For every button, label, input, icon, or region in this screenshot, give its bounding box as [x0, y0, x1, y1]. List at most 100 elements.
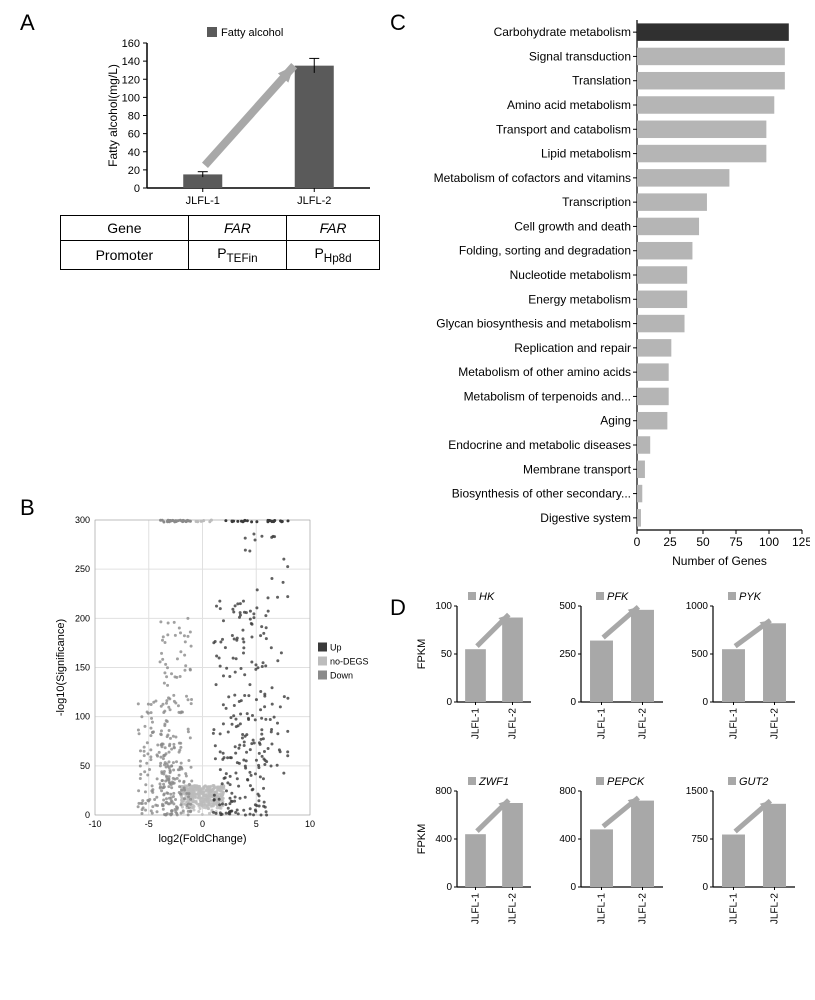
panel-c: 0255075100125Number of GenesCarbohydrate…	[415, 15, 810, 570]
svg-text:60: 60	[128, 129, 140, 141]
svg-text:-10: -10	[88, 819, 101, 829]
table-row-head: Promoter	[61, 241, 189, 270]
svg-text:100: 100	[759, 535, 779, 549]
svg-text:Biosynthesis of other secondar: Biosynthesis of other secondary...	[452, 487, 631, 501]
svg-text:200: 200	[75, 613, 90, 623]
svg-text:JLFL-1: JLFL-1	[597, 893, 608, 925]
svg-text:Glycan biosynthesis and metabo: Glycan biosynthesis and metabolism	[436, 317, 631, 331]
svg-text:50: 50	[80, 761, 90, 771]
table-row-head: Gene	[61, 216, 189, 241]
svg-text:0: 0	[570, 882, 576, 893]
fpkm-mini-pfk: 0250500JLFL-1JLFL-2PFK	[547, 590, 667, 760]
svg-text:160: 160	[122, 38, 140, 50]
svg-text:Amino acid metabolism: Amino acid metabolism	[507, 98, 631, 112]
svg-text:0: 0	[634, 535, 641, 549]
svg-text:Folding, sorting and degradati: Folding, sorting and degradation	[459, 244, 631, 258]
svg-text:0: 0	[446, 882, 452, 893]
svg-text:100: 100	[435, 601, 452, 612]
svg-text:Digestive system: Digestive system	[540, 511, 631, 525]
fpkm-mini-pyk: 0 500 1000 JLFL-1 JLFL-2 PYK	[679, 590, 799, 760]
volcano-plot: 050100150200250300-10-50510log2(FoldChan…	[50, 510, 380, 850]
svg-text:Nucleotide metabolism: Nucleotide metabolism	[510, 268, 631, 282]
svg-text:Transport and catabolism: Transport and catabolism	[496, 122, 631, 136]
panel-label-b: B	[20, 495, 35, 521]
svg-text:-5: -5	[145, 819, 153, 829]
svg-text:1500: 1500	[686, 786, 709, 797]
panel-label-a: A	[20, 10, 35, 36]
svg-text:JLFL-1: JLFL-1	[597, 708, 608, 740]
svg-text:Number of Genes: Number of Genes	[672, 554, 767, 568]
table-cell: PHp8d	[287, 241, 380, 270]
svg-text:ZWF1: ZWF1	[478, 776, 509, 788]
svg-text:Replication and repair: Replication and repair	[514, 341, 631, 355]
svg-text:JLFL-1: JLFL-1	[471, 708, 482, 740]
svg-text:PYK: PYK	[739, 591, 762, 603]
svg-text:500: 500	[691, 649, 708, 660]
svg-text:JLFL-1: JLFL-1	[729, 708, 740, 740]
svg-text:150: 150	[75, 663, 90, 673]
svg-text:800: 800	[559, 786, 576, 797]
svg-text:Metabolism of cofactors and vi: Metabolism of cofactors and vitamins	[434, 171, 631, 185]
svg-text:Membrane transport: Membrane transport	[523, 462, 632, 476]
svg-text:Lipid metabolism: Lipid metabolism	[541, 147, 631, 161]
svg-text:JLFL-2: JLFL-2	[770, 893, 781, 925]
fpkm-mini-zwf1: 0400800JLFL-1JLFL-2ZWF1FPKM	[415, 775, 535, 945]
svg-text:0: 0	[134, 183, 140, 195]
svg-text:JLFL-2: JLFL-2	[638, 708, 649, 740]
svg-text:800: 800	[435, 786, 452, 797]
svg-text:no-DEGS: no-DEGS	[330, 657, 369, 667]
svg-text:Cell growth and death: Cell growth and death	[514, 219, 631, 233]
panel-a-table: GeneFARFARPromoterPTEFinPHp8d	[60, 215, 380, 270]
table-cell: PTEFin	[188, 241, 286, 270]
svg-text:5: 5	[254, 819, 259, 829]
svg-text:0: 0	[702, 882, 708, 893]
svg-text:HK: HK	[479, 591, 495, 603]
panel-label-c: C	[390, 10, 406, 36]
svg-text:JLFL-2: JLFL-2	[770, 708, 781, 740]
fpkm-mini-hk: 050100JLFL-1JLFL-2HKFPKM	[415, 590, 535, 760]
panel-b: 050100150200250300-10-50510log2(FoldChan…	[50, 510, 380, 850]
svg-text:Endocrine and metabolic diseas: Endocrine and metabolic diseases	[448, 438, 631, 452]
svg-text:300: 300	[75, 515, 90, 525]
svg-text:400: 400	[435, 834, 452, 845]
svg-text:75: 75	[729, 535, 743, 549]
svg-text:Metabolism of other amino acid: Metabolism of other amino acids	[458, 365, 631, 379]
svg-text:40: 40	[128, 147, 140, 159]
svg-text:Up: Up	[330, 643, 342, 653]
panel-a: 020406080100120140160JLFL-1JLFL-2Fatty a…	[50, 15, 380, 295]
svg-text:Down: Down	[330, 671, 353, 681]
panel-a-bar-chart: 020406080100120140160JLFL-1JLFL-2Fatty a…	[105, 25, 375, 210]
svg-text:-log10(Significance): -log10(Significance)	[55, 619, 67, 716]
svg-text:JLFL-1: JLFL-1	[729, 893, 740, 925]
svg-text:Energy metabolism: Energy metabolism	[528, 292, 631, 306]
svg-text:500: 500	[559, 601, 576, 612]
svg-text:JLFL-1: JLFL-1	[471, 893, 482, 925]
svg-text:250: 250	[75, 564, 90, 574]
fpkm-mini-pepck: 0400800JLFL-1JLFL-2PEPCK	[547, 775, 667, 945]
svg-text:Aging: Aging	[600, 414, 631, 428]
svg-text:GUT2: GUT2	[739, 776, 768, 788]
svg-text:PFK: PFK	[607, 591, 629, 603]
svg-text:100: 100	[122, 92, 140, 104]
svg-text:JLFL-2: JLFL-2	[297, 195, 331, 207]
svg-text:80: 80	[128, 111, 140, 123]
svg-text:0: 0	[200, 819, 205, 829]
table-cell: FAR	[188, 216, 286, 241]
svg-text:Fatty alcohol(mg/L): Fatty alcohol(mg/L)	[106, 64, 120, 167]
svg-text:0: 0	[570, 697, 576, 708]
panel-d: 050100JLFL-1JLFL-2HKFPKM0250500JLFL-1JLF…	[415, 590, 810, 990]
svg-text:PEPCK: PEPCK	[607, 776, 645, 788]
panel-label-d: D	[390, 595, 406, 621]
svg-text:FPKM: FPKM	[416, 639, 428, 670]
svg-text:400: 400	[559, 834, 576, 845]
kegg-bar-chart: 0255075100125Number of GenesCarbohydrate…	[415, 15, 810, 570]
svg-text:Fatty alcohol: Fatty alcohol	[221, 27, 283, 39]
svg-text:JLFL-1: JLFL-1	[186, 195, 220, 207]
fpkm-mini-gut2: 07501500JLFL-1JLFL-2GUT2	[679, 775, 799, 945]
svg-text:1000: 1000	[686, 601, 709, 612]
svg-text:0: 0	[702, 697, 708, 708]
svg-text:50: 50	[441, 649, 453, 660]
svg-text:Signal transduction: Signal transduction	[529, 49, 631, 63]
svg-text:20: 20	[128, 165, 140, 177]
svg-text:140: 140	[122, 56, 140, 68]
